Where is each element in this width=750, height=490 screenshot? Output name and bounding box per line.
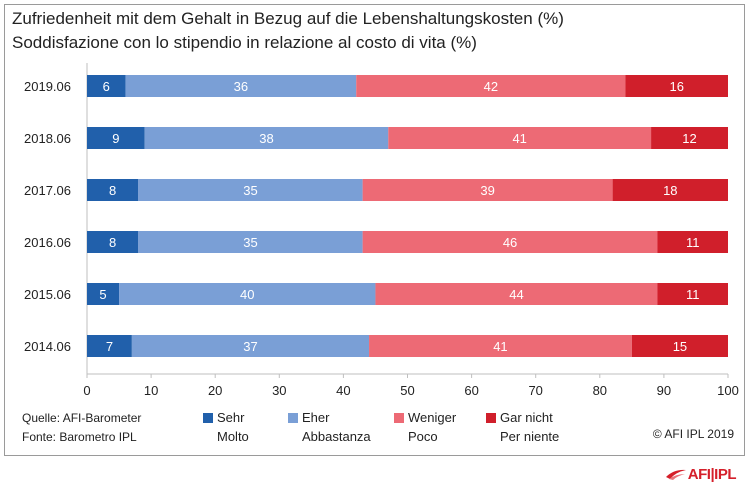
logo-swoosh-icon [665, 469, 686, 480]
y-category-label: 2015.06 [24, 287, 71, 302]
legend-label-de: Weniger [408, 410, 457, 425]
x-tick-label: 10 [144, 383, 158, 398]
bar-segment [388, 127, 652, 149]
legend-label-it: Molto [217, 429, 249, 444]
legend-swatch [486, 413, 496, 423]
bar-segment [119, 283, 376, 305]
bar-segment [612, 179, 728, 201]
x-tick-label: 30 [272, 383, 286, 398]
bar-segment [87, 75, 126, 97]
bar-data-label: 8 [109, 235, 116, 250]
bar-segment [362, 231, 658, 253]
bar-data-label: 6 [103, 79, 110, 94]
legend-label-it: Abbastanza [302, 429, 371, 444]
legend-label: Weniger Poco [408, 408, 456, 446]
afi-ipl-logo: AFI|IPL [664, 464, 737, 484]
legend-label-de: Gar nicht [500, 410, 553, 425]
bar-data-label: 37 [243, 339, 257, 354]
bar-data-label: 46 [503, 235, 517, 250]
y-category-label: 2016.06 [24, 235, 71, 250]
bar-segment [625, 75, 728, 97]
y-category-label: 2019.06 [24, 79, 71, 94]
legend-label-it: Poco [408, 429, 438, 444]
bar-data-label: 38 [259, 131, 273, 146]
bar-data-label: 18 [663, 183, 677, 198]
bar-segment [657, 283, 728, 305]
bar-segment [369, 335, 632, 357]
bar-segment [87, 179, 139, 201]
bar-segment [375, 283, 658, 305]
bar-data-label: 15 [673, 339, 687, 354]
x-tick-label: 20 [208, 383, 222, 398]
bar-data-label: 11 [686, 235, 700, 250]
legend-label-de: Eher [302, 410, 330, 425]
bar-segment [657, 231, 728, 253]
bar-segment [356, 75, 626, 97]
y-category-label: 2018.06 [24, 131, 71, 146]
y-category-label: 2014.06 [24, 339, 71, 354]
x-tick-label: 80 [593, 383, 607, 398]
bar-segment [138, 179, 363, 201]
copyright-label: © AFI IPL 2019 [652, 427, 734, 441]
chart-subtitle: Soddisfazione con lo stipendio in relazi… [12, 33, 477, 52]
bar-data-label: 8 [109, 183, 116, 198]
legend-label: Gar nicht Per niente [500, 408, 559, 446]
logo-text: AFI|IPL [687, 465, 737, 483]
bar-data-label: 16 [669, 79, 683, 94]
legend-label-de: Sehr [217, 410, 245, 425]
bar-data-label: 7 [106, 339, 113, 354]
bar-segment [131, 335, 370, 357]
x-tick-label: 60 [464, 383, 478, 398]
bar-data-label: 41 [512, 131, 526, 146]
bar-data-label: 12 [682, 131, 696, 146]
chart-title: Zufriedenheit mit dem Gehalt in Bezug au… [12, 9, 564, 28]
bar-data-label: 44 [509, 287, 523, 302]
bar-data-label: 40 [240, 287, 254, 302]
legend-swatch [394, 413, 404, 423]
bar-segment [631, 335, 728, 357]
bar-segment [362, 179, 613, 201]
x-tick-label: 90 [657, 383, 671, 398]
bar-data-label: 39 [480, 183, 494, 198]
bar-data-label: 35 [243, 235, 257, 250]
legend-label-it: Per niente [500, 429, 560, 444]
bar-segment [87, 283, 120, 305]
x-tick-label: 70 [528, 383, 542, 398]
bar-data-label: 35 [243, 183, 257, 198]
bar-data-label: 41 [493, 339, 507, 354]
bar-segment [87, 231, 139, 253]
bar-segment [651, 127, 728, 149]
x-tick-label: 100 [717, 383, 739, 398]
bar-segment [87, 335, 132, 357]
bar-data-label: 36 [234, 79, 248, 94]
bar-segment [138, 231, 363, 253]
x-tick-label: 50 [400, 383, 414, 398]
source-label-de: Quelle: AFI-Barometer [22, 411, 142, 425]
legend-label: Eher Abbastanza [302, 408, 371, 446]
source-label-it: Fonte: Barometro IPL [22, 430, 137, 444]
x-tick-label: 40 [336, 383, 350, 398]
bar-data-label: 42 [484, 79, 498, 94]
bar-data-label: 9 [112, 131, 119, 146]
bar-segment [87, 127, 145, 149]
legend-swatch [203, 413, 213, 423]
y-category-label: 2017.06 [24, 183, 71, 198]
legend-swatch [288, 413, 298, 423]
x-tick-label: 0 [83, 383, 90, 398]
bar-data-label: 5 [99, 287, 106, 302]
bar-data-label: 11 [686, 287, 700, 302]
legend-label: Sehr Molto [217, 408, 249, 446]
bar-segment [144, 127, 389, 149]
bar-segment [125, 75, 357, 97]
